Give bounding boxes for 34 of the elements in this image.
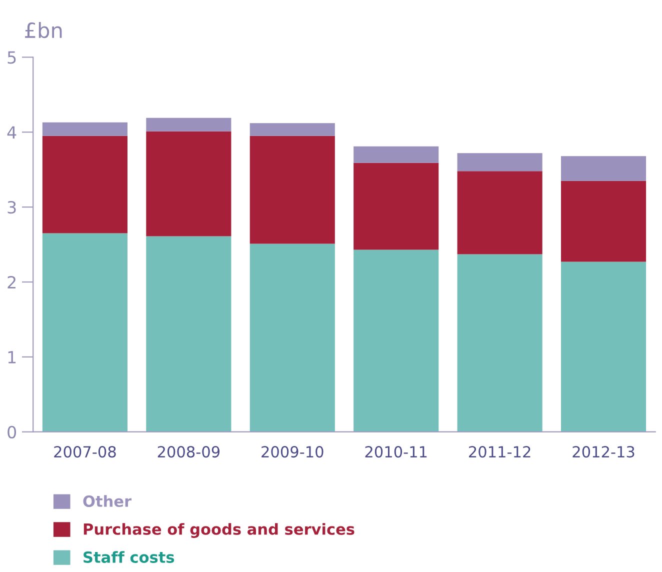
y-tick-label: 4 xyxy=(7,126,16,138)
bar xyxy=(354,250,439,432)
bar xyxy=(457,153,542,172)
bar xyxy=(250,244,335,432)
bar xyxy=(561,262,646,432)
bar xyxy=(250,136,335,244)
bar xyxy=(146,131,232,236)
x-tick-label: 2009-10 xyxy=(262,446,324,458)
y-tick-label: 1 xyxy=(8,351,16,364)
legend-label: Purchase of goods and services xyxy=(84,523,354,538)
bar xyxy=(354,162,439,250)
bar xyxy=(146,236,232,432)
legend-label: Other xyxy=(83,495,132,507)
bar xyxy=(457,254,542,432)
bar xyxy=(250,123,335,136)
bar xyxy=(42,233,128,432)
x-tick-label: 2008-09 xyxy=(158,446,220,458)
y-tick-label: 2 xyxy=(8,276,16,288)
x-tick-label: 2010-11 xyxy=(365,446,427,458)
x-tick-label: 2012-13 xyxy=(572,446,634,458)
bar xyxy=(561,156,646,181)
bar xyxy=(561,180,646,262)
legend-label: Staff costs xyxy=(84,551,174,563)
y-tick-label: 0 xyxy=(8,426,16,438)
y-axis-title: £bn xyxy=(25,22,62,38)
bar xyxy=(457,171,542,254)
y-tick-label: 3 xyxy=(8,201,16,214)
x-tick-label: 2011-12 xyxy=(469,446,530,458)
x-tick-label: 2007-08 xyxy=(54,446,116,458)
bar xyxy=(42,136,128,234)
bar xyxy=(146,118,232,132)
y-tick-label: 5 xyxy=(8,51,16,64)
bar xyxy=(42,122,128,136)
bar xyxy=(354,146,439,163)
